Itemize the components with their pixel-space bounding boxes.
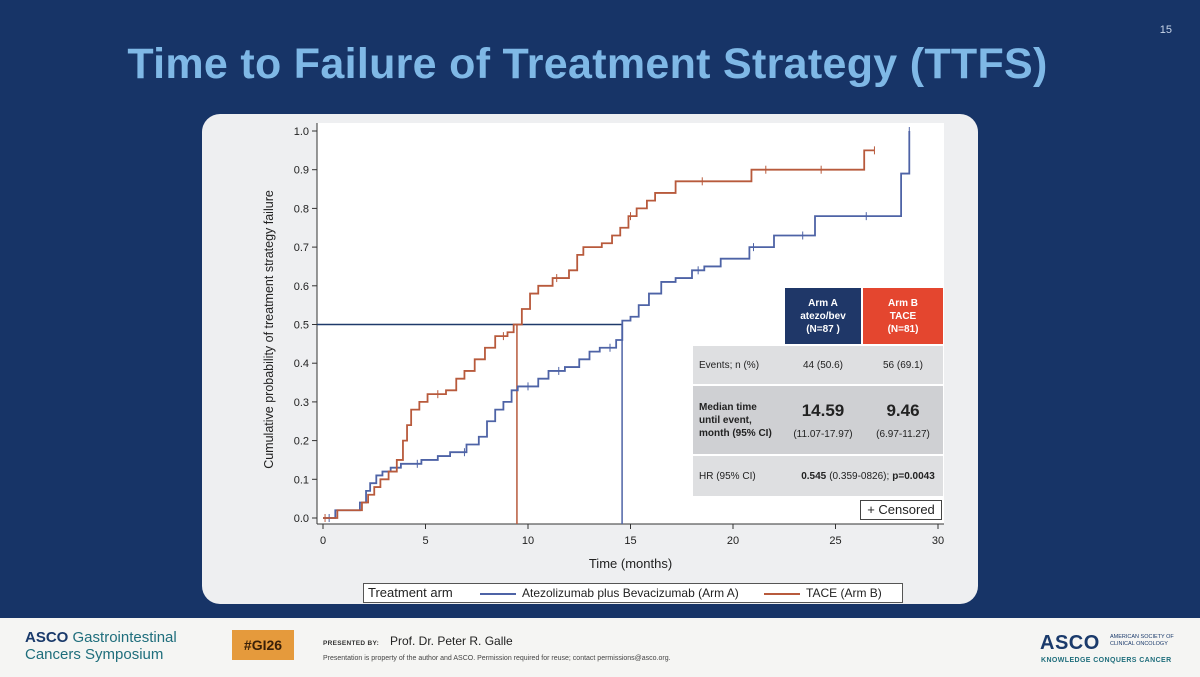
- arm-a-header-line1: Arm A: [808, 297, 838, 309]
- median-arm-a: 14.59 (11.07-17.97): [785, 386, 861, 454]
- median-arm-a-value: 14.59: [801, 400, 845, 420]
- y-tick-label: 0.1: [294, 474, 309, 486]
- median-label: Median time until event, month (95% CI): [699, 386, 781, 454]
- x-tick-label: 5: [422, 535, 428, 547]
- chart-series-layer: [317, 127, 911, 524]
- slide-title: Time to Failure of Treatment Strategy (T…: [127, 40, 1048, 88]
- km-curve-arm-a: [323, 131, 911, 519]
- arm-b-header-line1: Arm B: [887, 297, 918, 309]
- y-tick-label: 0.5: [294, 320, 309, 332]
- legend-title: Treatment arm: [368, 585, 453, 600]
- median-arm-b-ci: (6.97-11.27): [876, 428, 930, 440]
- events-label: Events; n (%): [699, 359, 760, 371]
- median-arm-b-value: 9.46: [886, 400, 920, 420]
- hr-row: HR (95% CI) 0.545 (0.359-0826); p=0.0043: [693, 456, 943, 496]
- y-tick-label: 0.6: [294, 281, 309, 293]
- hr-value: 0.545: [801, 470, 827, 482]
- asco-logo-word: ASCO: [1040, 632, 1100, 654]
- arm-a-header: Arm A atezo/bev (N=87 ): [785, 288, 861, 344]
- y-tick-label: 0.7: [294, 242, 309, 254]
- x-tick-label: 30: [932, 535, 944, 547]
- y-axis-label: Cumulative probability of treatment stra…: [262, 190, 276, 469]
- km-chart: 0.0 0.1 0.2 0.3 0.4 0.5 0.6 0.7 0.8 0.9 1.0 0 5 10 15 2…: [262, 123, 944, 571]
- legend-line-arm-a: [480, 593, 516, 595]
- arm-a-header-line3: (N=87 ): [806, 323, 840, 335]
- symposium-logo: ASCO Gastrointestinal Cancers Symposium: [25, 629, 177, 663]
- y-tick-label: 0.8: [294, 203, 309, 215]
- society-line1: AMERICAN SOCIETY OF: [1110, 634, 1174, 640]
- events-arm-b: 56 (69.1): [882, 359, 924, 371]
- median-label-line1: Median time: [699, 401, 757, 413]
- footer: ASCO Gastrointestinal Cancers Symposium …: [0, 618, 1200, 677]
- y-tick-label: 0.0: [294, 513, 309, 525]
- events-row: Events; n (%) 44 (50.6) 56 (69.1): [693, 346, 943, 384]
- x-tick-label: 15: [624, 535, 636, 547]
- y-tick-label: 0.4: [294, 358, 309, 370]
- legend-line-arm-b: [764, 593, 800, 595]
- events-arm-a: 44 (50.6): [802, 359, 844, 371]
- arm-b-header-line2: TACE: [889, 310, 917, 322]
- km-curve-arm-b: [323, 149, 875, 519]
- y-tick-label: 0.3: [294, 397, 309, 409]
- presenter-name: Prof. Dr. Peter R. Galle: [390, 634, 513, 648]
- asco-society-name: AMERICAN SOCIETY OF CLINICAL ONCOLOGY: [1110, 634, 1190, 648]
- hr-label: HR (95% CI): [699, 470, 756, 482]
- symposium-line2: Cancers Symposium: [25, 646, 164, 663]
- page-number: 15: [1159, 24, 1172, 36]
- stats-table: Arm A atezo/bev (N=87 ) Arm B TACE (N=81…: [693, 288, 943, 496]
- hr-ci: (0.359-0826);: [829, 470, 890, 482]
- slide: 15 Time to Failure of Treatment Strategy…: [127, 24, 1172, 604]
- arm-a-header-line2: atezo/bev: [800, 310, 846, 322]
- presented-by-label: PRESENTED BY:: [323, 640, 380, 647]
- disclaimer: Presentation is property of the author a…: [323, 655, 671, 662]
- legend-arm-b: TACE (Arm B): [806, 586, 882, 600]
- hr-values: 0.545 (0.359-0826); p=0.0043: [793, 456, 943, 496]
- society-line2: CLINICAL ONCOLOGY: [1110, 641, 1168, 647]
- x-tick-label: 0: [320, 535, 326, 547]
- median-arm-b: 9.46 (6.97-11.27): [863, 386, 943, 454]
- median-label-line2: until event,: [699, 414, 752, 426]
- y-tick-label: 0.2: [294, 436, 309, 448]
- x-axis-label: Time (months): [589, 556, 672, 571]
- arm-b-header: Arm B TACE (N=81): [863, 288, 943, 344]
- legend-arm-a: Atezolizumab plus Bevacizumab (Arm A): [522, 586, 739, 600]
- chart-legend: Treatment arm Atezolizumab plus Bevacizu…: [363, 583, 903, 603]
- median-label-line3: month (95% CI): [699, 427, 772, 439]
- y-tick-label: 0.9: [294, 165, 309, 177]
- y-tick-label: 1.0: [294, 126, 309, 138]
- arm-b-header-line3: (N=81): [887, 323, 919, 335]
- x-tick-label: 10: [522, 535, 534, 547]
- hr-p-value: p=0.0043: [892, 470, 935, 482]
- symposium-line1: Gastrointestinal: [72, 629, 177, 646]
- censored-legend: + Censored: [860, 500, 942, 520]
- median-row: Median time until event, month (95% CI) …: [693, 386, 943, 454]
- symposium-asco: ASCO: [25, 629, 69, 646]
- x-tick-label: 25: [829, 535, 841, 547]
- hashtag-badge: #GI26: [232, 630, 294, 660]
- asco-tagline: KNOWLEDGE CONQUERS CANCER: [1041, 657, 1172, 664]
- median-arm-a-ci: (11.07-17.97): [793, 428, 853, 440]
- x-tick-label: 20: [727, 535, 739, 547]
